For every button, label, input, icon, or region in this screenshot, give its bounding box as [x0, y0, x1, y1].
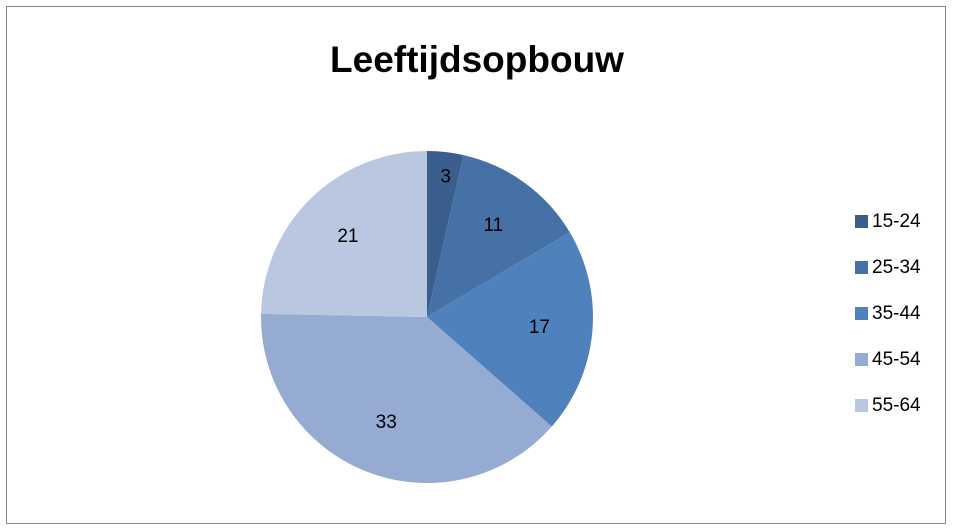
data-label-45-54: 33 [376, 412, 397, 433]
chart-title: Leeftijdsopbouw [330, 39, 624, 80]
pie-slice-55-64 [261, 151, 427, 317]
legend-swatch [855, 353, 868, 366]
pie-slice-15-24 [427, 151, 464, 317]
legend-label: 15-24 [872, 210, 921, 232]
legend-label: 55-64 [872, 394, 921, 416]
legend-item-15-24: 15-24 [855, 207, 945, 236]
legend-item-55-64: 55-64 [855, 391, 945, 420]
data-label-15-24: 3 [440, 166, 451, 187]
legend-swatch [855, 215, 868, 228]
legend: 15-24 25-34 35-44 45-54 55-64 [855, 207, 945, 437]
data-label-35-44: 17 [529, 317, 550, 338]
legend-swatch [855, 261, 868, 274]
pie-slice-35-44 [427, 232, 593, 427]
legend-label: 35-44 [872, 302, 921, 324]
legend-item-45-54: 45-54 [855, 345, 945, 374]
pie-chart: 3 11 17 33 21 [261, 151, 593, 483]
chart-area: Leeftijdsopbouw 3 11 17 33 21 15-24 25-34 35-4… [6, 6, 946, 524]
legend-swatch [855, 307, 868, 320]
legend-item-25-34: 25-34 [855, 253, 945, 282]
legend-item-35-44: 35-44 [855, 299, 945, 328]
pie-slice-25-34 [427, 155, 570, 317]
data-label-25-34: 11 [483, 215, 503, 236]
pie-slice-45-54 [261, 313, 552, 483]
legend-swatch [855, 399, 868, 412]
legend-label: 25-34 [872, 256, 921, 278]
legend-label: 45-54 [872, 348, 921, 370]
data-label-55-64: 21 [337, 226, 358, 247]
